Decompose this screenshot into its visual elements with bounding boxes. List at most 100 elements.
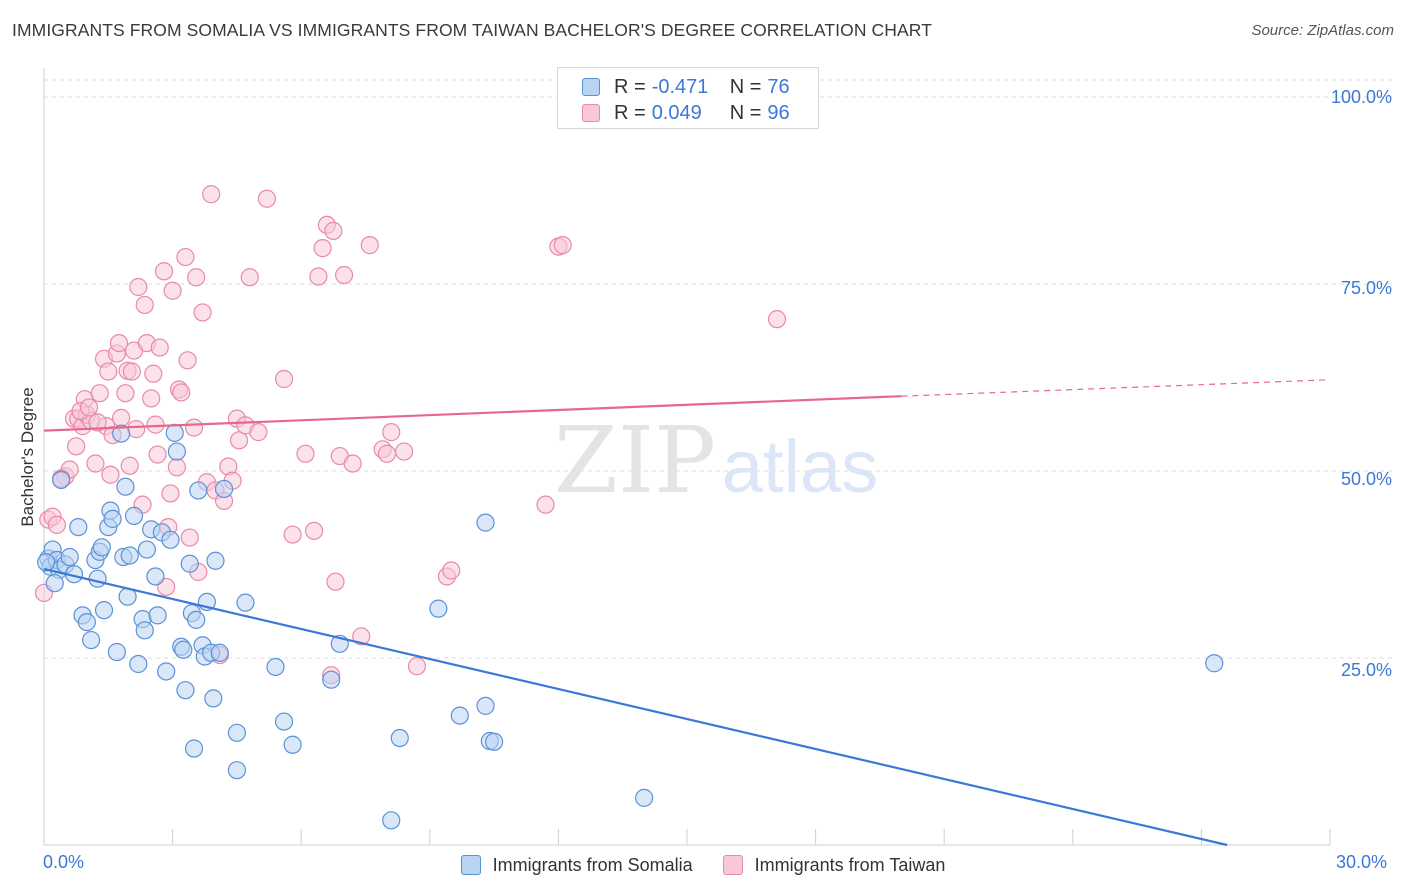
somalia-trend-line bbox=[43, 567, 1228, 847]
somalia-point bbox=[45, 574, 64, 593]
taiwan-point bbox=[144, 364, 163, 383]
taiwan-point bbox=[249, 423, 268, 442]
somalia-point bbox=[206, 551, 225, 570]
taiwan-point bbox=[309, 267, 328, 286]
legend-row-taiwan: R = 0.049 N = 96 bbox=[582, 100, 790, 126]
watermark-zip: ZIP bbox=[554, 407, 716, 514]
taiwan-point bbox=[112, 408, 131, 427]
taiwan-point bbox=[187, 268, 206, 287]
somalia-swatch bbox=[460, 855, 481, 875]
taiwan-point bbox=[90, 384, 109, 403]
taiwan-point bbox=[146, 415, 165, 434]
taiwan-point bbox=[99, 362, 118, 381]
somalia-point bbox=[60, 547, 79, 567]
somalia-point bbox=[148, 606, 167, 625]
somalia-point bbox=[165, 423, 184, 442]
taiwan-point bbox=[313, 238, 332, 258]
taiwan-point bbox=[178, 351, 197, 370]
somalia-point bbox=[322, 670, 341, 689]
somalia-point bbox=[485, 732, 504, 751]
taiwan-point bbox=[257, 189, 277, 208]
somalia-point bbox=[161, 530, 180, 549]
somalia-point bbox=[157, 662, 176, 681]
x-tick-max: 30.0% bbox=[1336, 852, 1388, 872]
taiwan-point bbox=[283, 525, 302, 544]
somalia-point bbox=[77, 612, 96, 632]
somalia-point bbox=[176, 681, 195, 700]
legend-row-somalia: R = -0.471 N = 76 bbox=[582, 74, 790, 100]
taiwan-point bbox=[180, 528, 199, 547]
taiwan-point bbox=[86, 454, 105, 473]
somalia-point bbox=[137, 540, 156, 559]
x-tick-min: 0.0% bbox=[43, 852, 85, 872]
taiwan-point bbox=[240, 268, 259, 287]
somalia-point bbox=[236, 593, 255, 612]
n-value: 96 bbox=[767, 101, 790, 124]
r-label: R = bbox=[614, 101, 646, 124]
taiwan-point bbox=[407, 657, 427, 676]
somalia-point bbox=[135, 621, 154, 640]
taiwan-point bbox=[352, 627, 371, 646]
somalia-point bbox=[476, 696, 495, 715]
taiwan-point bbox=[150, 338, 169, 357]
legend-label-taiwan: Immigrants from Taiwan bbox=[754, 854, 946, 875]
taiwan-point bbox=[116, 384, 135, 403]
somalia-point bbox=[189, 481, 208, 500]
somalia-point bbox=[120, 546, 139, 565]
somalia-point bbox=[52, 470, 71, 490]
taiwan-point bbox=[360, 236, 379, 255]
r-value: 0.049 bbox=[651, 101, 702, 124]
somalia-point bbox=[214, 479, 234, 499]
taiwan-point bbox=[172, 383, 191, 402]
taiwan-point bbox=[101, 465, 120, 484]
taiwan-point bbox=[129, 277, 148, 297]
somalia-point bbox=[382, 811, 401, 830]
somalia-swatch bbox=[582, 78, 600, 96]
y-axis-label: Bachelor's Degree bbox=[18, 387, 37, 527]
somalia-point bbox=[116, 477, 135, 496]
taiwan-point bbox=[442, 561, 461, 580]
somalia-point bbox=[429, 599, 448, 618]
somalia-point bbox=[124, 506, 144, 525]
somalia-point bbox=[635, 788, 654, 807]
taiwan-point bbox=[324, 221, 343, 240]
watermark-atlas: atlas bbox=[722, 425, 878, 508]
legend-label-somalia: Immigrants from Somalia bbox=[492, 854, 693, 875]
taiwan-point bbox=[142, 389, 161, 408]
n-label: N = bbox=[729, 101, 762, 124]
taiwan-point bbox=[553, 236, 572, 255]
somalia-point bbox=[266, 657, 285, 677]
taiwan-point bbox=[193, 303, 212, 322]
taiwan-point bbox=[122, 362, 141, 381]
correlation-legend: R = -0.471 N = 76 R = 0.049 N = 96 bbox=[557, 67, 819, 129]
somalia-point bbox=[88, 569, 107, 588]
taiwan-point bbox=[767, 310, 787, 329]
taiwan-point bbox=[184, 418, 204, 437]
taiwan-point bbox=[148, 445, 167, 464]
somalia-point bbox=[283, 735, 302, 754]
taiwan-point bbox=[334, 265, 354, 285]
somalia-point bbox=[107, 642, 126, 662]
taiwan-point bbox=[394, 442, 414, 461]
taiwan-point bbox=[343, 454, 362, 473]
taiwan-point bbox=[382, 423, 401, 442]
taiwan-trend-line bbox=[43, 395, 902, 432]
taiwan-point bbox=[79, 398, 99, 417]
taiwan-point bbox=[127, 420, 146, 439]
somalia-point bbox=[112, 424, 131, 443]
taiwan-point bbox=[296, 444, 315, 463]
taiwan-point bbox=[67, 437, 86, 456]
somalia-point bbox=[210, 643, 229, 662]
taiwan-point bbox=[88, 413, 107, 432]
somalia-point bbox=[174, 640, 193, 659]
somalia-point bbox=[184, 739, 204, 758]
legend-item-taiwan[interactable]: Immigrants from Taiwan bbox=[722, 854, 946, 876]
somalia-point bbox=[476, 513, 495, 532]
r-label: R = bbox=[614, 75, 646, 98]
somalia-point bbox=[92, 538, 111, 557]
taiwan-swatch bbox=[582, 104, 600, 122]
somalia-point bbox=[1205, 654, 1224, 673]
somalia-point bbox=[227, 761, 246, 780]
legend-item-somalia[interactable]: Immigrants from Somalia bbox=[460, 854, 693, 876]
somalia-point bbox=[167, 442, 186, 461]
